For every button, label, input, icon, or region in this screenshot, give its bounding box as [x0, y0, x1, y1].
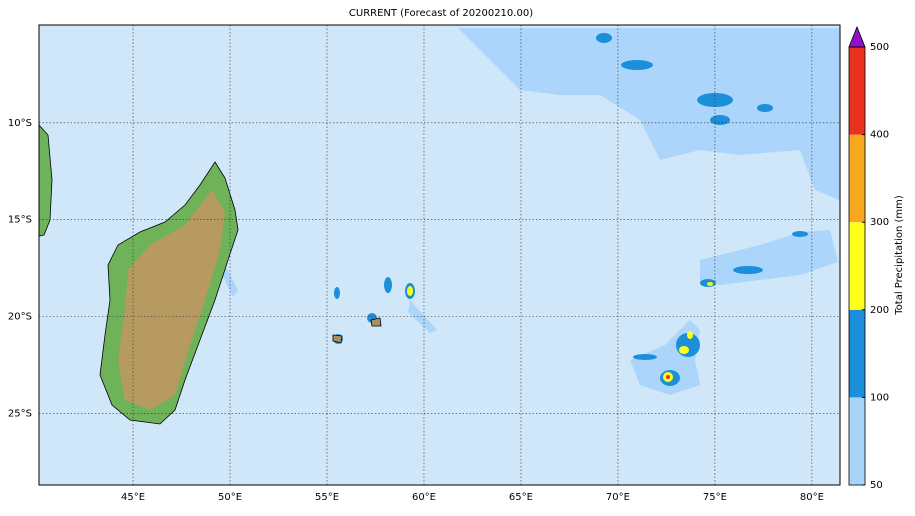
colorbar-frame	[848, 46, 866, 486]
colorbar-tick-label: 400	[870, 130, 889, 141]
colorbar-band	[849, 47, 865, 135]
colorbar-tick-label: 200	[870, 305, 889, 316]
colorbar-band	[849, 222, 865, 310]
colorbar-band	[849, 397, 865, 485]
x-tick-label: 45°E	[121, 492, 145, 503]
x-tick-label: 65°E	[509, 492, 533, 503]
colorbar: 50 100 200 300 400 500	[848, 25, 889, 491]
y-tick-label: 15°S	[8, 215, 32, 226]
x-tick-label: 55°E	[315, 492, 339, 503]
map-frame	[38, 24, 841, 486]
colorbar-label: Total Precipitation (mm)	[894, 195, 905, 316]
precipitation-light	[220, 28, 840, 395]
colorbar-band	[849, 134, 865, 223]
colorbar-band	[849, 309, 865, 398]
x-tick-label: 60°E	[412, 492, 436, 503]
colorbar-tick-label: 300	[870, 217, 889, 228]
y-tick-label: 25°S	[8, 408, 32, 419]
precipitation-heavy	[407, 282, 713, 382]
graticule	[39, 25, 840, 485]
land	[38, 123, 382, 425]
y-tick-label: 10°S	[8, 118, 32, 129]
precipitation-moderate	[333, 33, 808, 386]
x-tick-label: 50°E	[218, 492, 242, 503]
colorbar-tick-label: 100	[870, 392, 889, 403]
x-tick-label: 70°E	[606, 492, 630, 503]
x-tick-label: 80°E	[800, 492, 824, 503]
colorbar-extend	[848, 25, 866, 48]
map-title: CURRENT (Forecast of 20200210.00)	[349, 8, 533, 19]
colorbar-tick-label: 50	[870, 480, 883, 491]
colorbar-tick-label: 500	[870, 42, 889, 53]
x-tick-label: 75°E	[703, 492, 727, 503]
y-tick-label: 20°S	[8, 311, 32, 322]
